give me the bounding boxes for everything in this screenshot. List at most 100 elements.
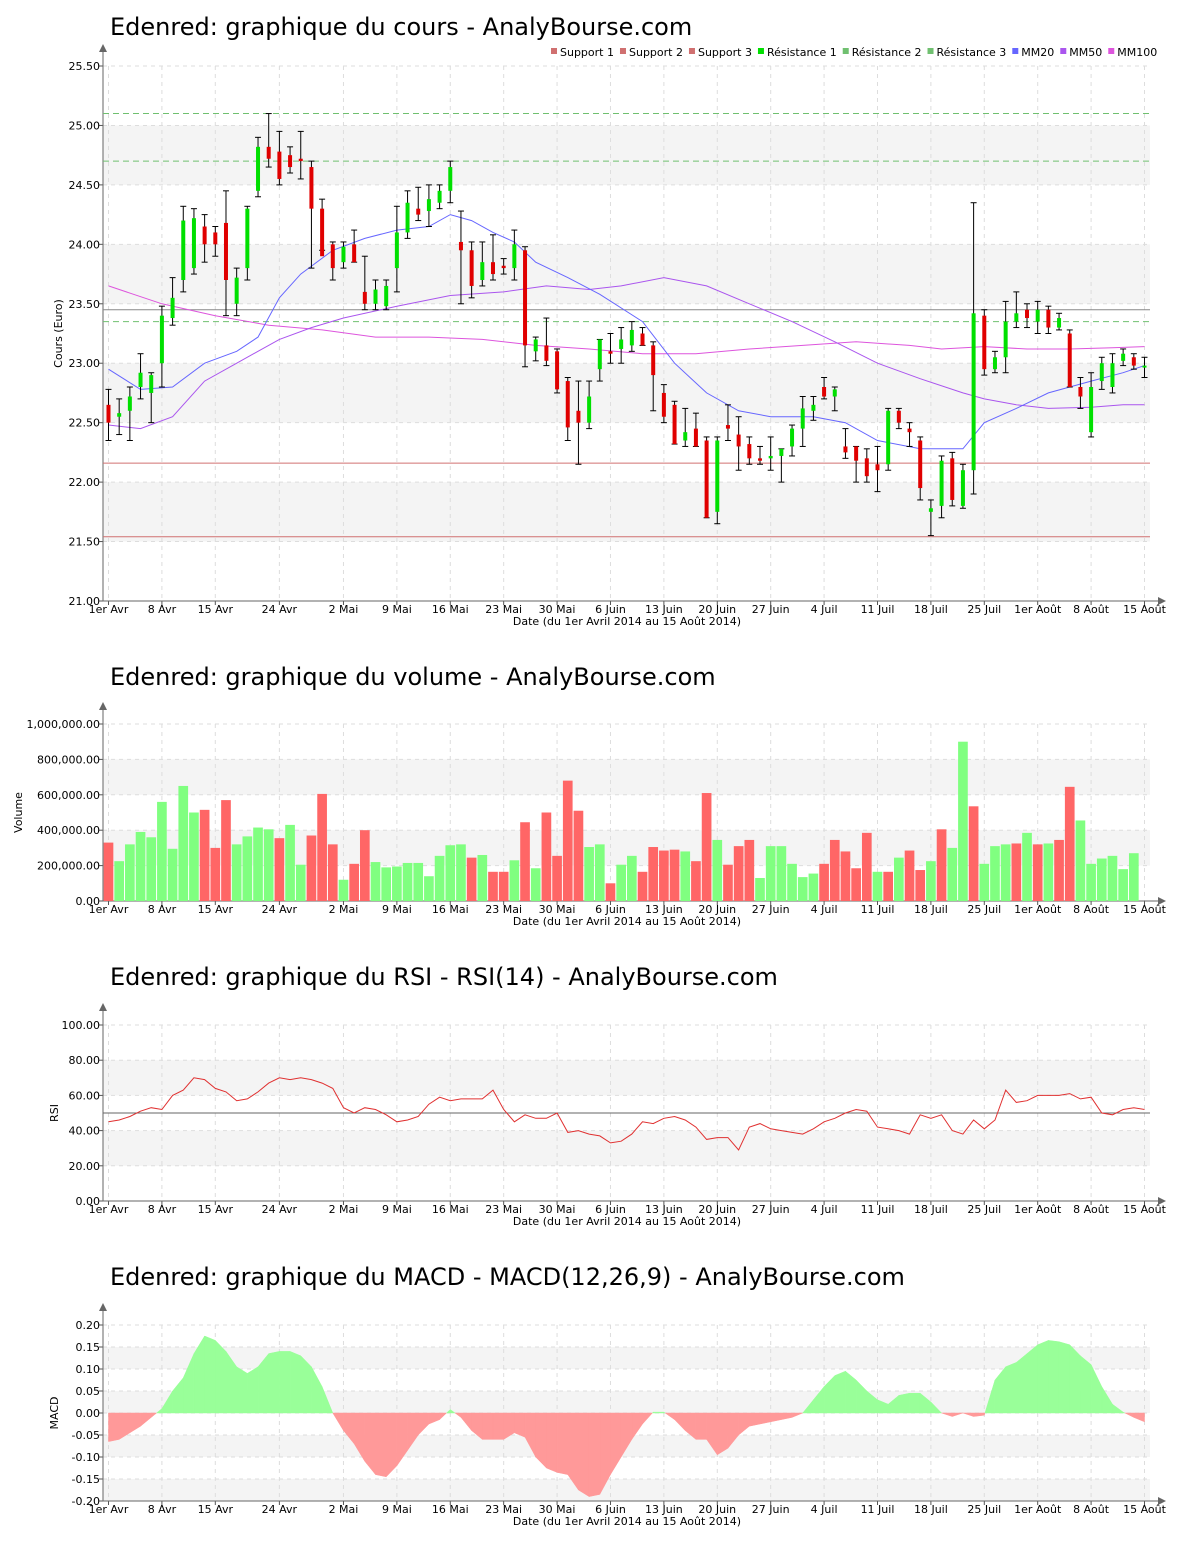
candle: [799, 396, 806, 447]
candle-body: [1110, 363, 1115, 387]
volume-bar: [1107, 855, 1118, 901]
candle: [628, 321, 635, 352]
candle-body: [854, 446, 859, 461]
legend-swatch: [688, 48, 695, 54]
volume-bar: [894, 857, 904, 901]
volume-bar: [349, 863, 359, 901]
x-tick-label: 24 Avr: [262, 1503, 298, 1516]
macd-positive-area: [823, 1374, 836, 1414]
candle-body: [1014, 313, 1019, 322]
macd-negative-area: [749, 1412, 761, 1427]
y-tick-label: 800,000.00: [37, 753, 100, 766]
candle: [415, 186, 422, 222]
candle: [639, 327, 646, 346]
x-axis-arrow: [1158, 1497, 1166, 1505]
macd-positive-area: [1048, 1340, 1060, 1414]
y-axis-label: Volume: [12, 792, 25, 833]
x-tick-label: 8 Avr: [148, 1203, 177, 1216]
candle: [255, 136, 262, 198]
x-tick-label: 20 Juin: [698, 1203, 736, 1216]
candle-body: [779, 448, 784, 456]
candle-body: [704, 440, 709, 518]
candle: [650, 341, 657, 412]
macd-negative-area: [514, 1412, 526, 1438]
candle-body: [213, 232, 218, 245]
volume-bar: [1022, 832, 1032, 901]
candle: [596, 338, 603, 382]
macd-positive-area: [898, 1392, 910, 1414]
candle-body: [822, 387, 827, 397]
candle-body: [256, 146, 261, 191]
candle-body: [597, 339, 602, 370]
candle: [436, 184, 443, 210]
candle: [1034, 300, 1041, 334]
volume-chart: Edenred: graphique du volume - AnalyBour…: [12, 663, 1167, 928]
candle: [831, 386, 838, 412]
y-tick-label: 1,000,000.00: [27, 718, 100, 731]
candle: [201, 214, 208, 263]
legend-label: Résistance 1: [767, 46, 837, 59]
macd-negative-area: [567, 1412, 579, 1491]
candle: [1013, 291, 1020, 329]
y-axis-arrow: [99, 44, 107, 52]
macd-positive-area: [236, 1366, 248, 1414]
candle-body: [149, 375, 154, 393]
candle: [180, 205, 187, 293]
x-tick-label: 8 Avr: [148, 1503, 177, 1516]
macd-positive-area: [1016, 1353, 1028, 1414]
candle: [126, 386, 133, 441]
x-tick-label: 18 Juil: [914, 1503, 948, 1516]
candle-body: [725, 425, 730, 429]
y-axis-arrow: [99, 1003, 107, 1011]
x-tick-label: 20 Juin: [698, 903, 736, 916]
y-tick-label: 100.00: [62, 1019, 101, 1032]
candle-body: [490, 262, 495, 275]
volume-bar: [114, 861, 125, 901]
candle-body: [1131, 357, 1136, 366]
x-tick-label: 9 Mai: [382, 1503, 412, 1516]
x-tick-label: 11 Juil: [861, 603, 895, 616]
volume-bar: [562, 780, 573, 901]
candle: [404, 190, 411, 239]
y-axis-label: MACD: [48, 1397, 61, 1430]
candle-body: [544, 345, 549, 361]
macd-positive-area: [289, 1351, 301, 1414]
candle-body: [159, 315, 164, 364]
candle-body: [437, 190, 442, 203]
volume-bar: [680, 851, 691, 901]
volume-bar: [445, 845, 456, 901]
candle-body: [960, 470, 965, 506]
macd-positive-area: [321, 1386, 334, 1414]
x-tick-label: 30 Mai: [539, 603, 576, 616]
candle-body: [950, 458, 955, 500]
macd-negative-area: [738, 1412, 750, 1436]
candle: [906, 422, 913, 447]
macd-negative-area: [588, 1412, 601, 1497]
candle-body: [1025, 309, 1030, 319]
macd-positive-area: [1026, 1344, 1038, 1414]
volume-bar: [392, 866, 402, 901]
volume-bar: [787, 863, 797, 901]
candle: [532, 336, 539, 362]
candle: [767, 436, 774, 471]
volume-bar: [317, 793, 327, 901]
x-tick-label: 1er Avr: [89, 603, 129, 616]
volume-bar: [456, 844, 466, 901]
candle: [287, 146, 294, 174]
volume-bar: [605, 883, 616, 901]
x-tick-label: 8 Août: [1073, 1203, 1110, 1216]
volume-bar: [1032, 844, 1043, 901]
x-tick-label: 9 Mai: [382, 1203, 412, 1216]
volume-bar: [477, 854, 488, 901]
candle-body: [736, 434, 741, 447]
candle: [511, 229, 518, 281]
x-tick-label: 8 Août: [1073, 1503, 1110, 1516]
legend-label: Support 3: [698, 46, 752, 59]
candle: [938, 455, 945, 519]
macd-negative-area: [535, 1412, 547, 1469]
candle: [233, 267, 240, 317]
candle: [1141, 356, 1148, 378]
y-tick-label: 0.00: [76, 895, 101, 908]
candle-body: [693, 428, 698, 447]
macd-negative-area: [428, 1412, 440, 1425]
